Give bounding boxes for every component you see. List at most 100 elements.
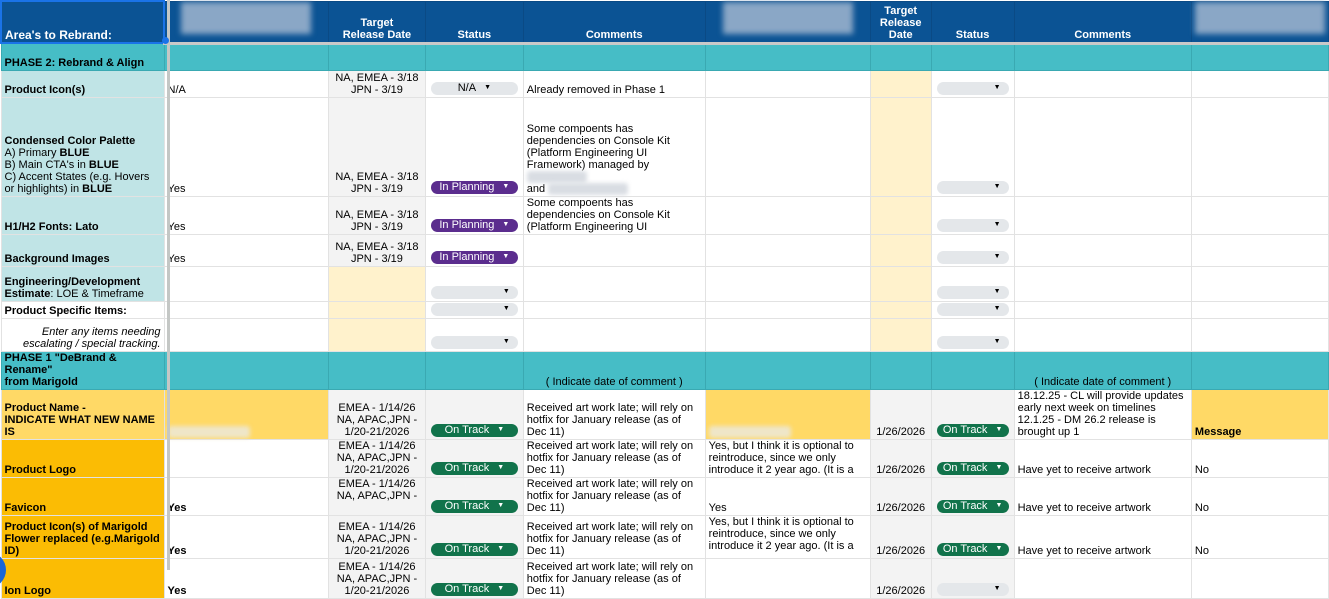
- cell-target-date[interactable]: EMEA - 1/14/26 NA, APAC,JPN - 1/20-21/20…: [327, 438, 426, 478]
- cell-extra[interactable]: [1190, 557, 1329, 599]
- cell-area[interactable]: Engineering/Development Estimate: LOE & …: [0, 265, 165, 302]
- cell-status-2[interactable]: On Track ▼: [930, 438, 1015, 478]
- cell-comments-2[interactable]: [1013, 557, 1192, 599]
- header-area[interactable]: Area's to Rebrand:: [0, 0, 166, 44]
- cell-comments[interactable]: [522, 265, 706, 302]
- cell-comments-2[interactable]: [1013, 195, 1192, 235]
- cell-status-2[interactable]: ▼: [930, 317, 1015, 352]
- cell-comments[interactable]: [522, 317, 706, 352]
- cell-target-date[interactable]: [327, 300, 426, 319]
- cell-status[interactable]: On Track ▼: [424, 388, 524, 440]
- status-dropdown[interactable]: On Track ▼: [936, 423, 1009, 437]
- cell-area[interactable]: PHASE 1 "DeBrand & Rename" from Marigold: [0, 350, 165, 390]
- status-dropdown[interactable]: On Track ▼: [430, 423, 518, 437]
- cell-status-2[interactable]: On Track ▼: [930, 388, 1015, 440]
- cell-owner[interactable]: [163, 350, 329, 390]
- status-dropdown[interactable]: On Track ▼: [430, 461, 518, 475]
- cell-comments-2[interactable]: Have yet to receive artwork: [1013, 438, 1192, 478]
- cell-status-2[interactable]: ▼: [930, 69, 1015, 98]
- cell-area[interactable]: Favicon: [0, 476, 165, 516]
- cell-owner-2[interactable]: [704, 69, 871, 98]
- cell-area[interactable]: H1/H2 Fonts: Lato: [0, 195, 165, 235]
- status-dropdown[interactable]: ▼: [430, 302, 518, 316]
- cell-comments[interactable]: Some compoents has dependencies on Conso…: [522, 96, 706, 197]
- cell-extra[interactable]: No: [1190, 438, 1329, 478]
- status-dropdown[interactable]: ▼: [430, 285, 518, 299]
- status-dropdown[interactable]: ▼: [430, 335, 518, 349]
- status-dropdown[interactable]: ▼: [936, 285, 1009, 299]
- cell-extra[interactable]: [1190, 265, 1329, 302]
- cell-owner[interactable]: [163, 265, 329, 302]
- cell-extra[interactable]: [1190, 195, 1329, 235]
- cell-target-date-2[interactable]: [869, 195, 932, 235]
- status-dropdown[interactable]: ▼: [936, 180, 1009, 194]
- cell-comments-2[interactable]: [1013, 42, 1192, 71]
- header-target-date[interactable]: Target Release Date: [327, 0, 426, 45]
- cell-extra[interactable]: [1190, 300, 1329, 319]
- status-dropdown[interactable]: In Planning ▼: [430, 218, 518, 232]
- cell-comments-2[interactable]: ( Indicate date of comment ): [1013, 350, 1192, 390]
- header-owner[interactable]: [163, 0, 329, 45]
- cell-area[interactable]: Product Icon(s): [0, 69, 165, 98]
- header-status[interactable]: Status: [424, 0, 524, 45]
- cell-owner[interactable]: Yes: [163, 233, 329, 267]
- cell-owner-2[interactable]: [704, 42, 871, 71]
- status-dropdown[interactable]: N/A ▼: [430, 81, 518, 95]
- cell-extra[interactable]: [1190, 69, 1329, 98]
- status-dropdown[interactable]: ▼: [936, 335, 1009, 349]
- cell-status-2[interactable]: ▼: [930, 195, 1015, 235]
- cell-area[interactable]: Background Images: [0, 233, 165, 267]
- cell-target-date[interactable]: EMEA - 1/14/26 NA, APAC,JPN - 1/20-21/20…: [327, 557, 426, 599]
- cell-target-date-2[interactable]: [869, 42, 932, 71]
- cell-owner-2[interactable]: Yes: [704, 476, 871, 516]
- cell-comments-2[interactable]: Have yet to receive artwork: [1013, 476, 1192, 516]
- cell-target-date[interactable]: NA, EMEA - 3/18 JPN - 3/19: [327, 233, 426, 267]
- status-dropdown[interactable]: On Track ▼: [430, 542, 518, 556]
- cell-owner[interactable]: [163, 300, 329, 319]
- cell-status[interactable]: On Track ▼: [424, 438, 524, 478]
- cell-owner[interactable]: Yes: [163, 557, 329, 599]
- cell-owner-2[interactable]: Yes, but I think it is optional to reint…: [704, 438, 871, 478]
- cell-comments-2[interactable]: [1013, 265, 1192, 302]
- cell-status-2[interactable]: ▼: [930, 557, 1015, 599]
- cell-owner-2[interactable]: [704, 195, 871, 235]
- cell-comments[interactable]: ( Indicate date of comment ): [522, 350, 706, 390]
- status-dropdown[interactable]: ▼: [936, 302, 1009, 316]
- cell-owner[interactable]: [163, 42, 329, 71]
- cell-status-2[interactable]: ▼: [930, 96, 1015, 197]
- status-dropdown[interactable]: On Track ▼: [430, 499, 518, 513]
- cell-extra[interactable]: [1190, 233, 1329, 267]
- cell-owner-2[interactable]: [704, 265, 871, 302]
- cell-status[interactable]: ▼: [424, 300, 524, 319]
- cell-owner-2[interactable]: [704, 317, 871, 352]
- status-dropdown[interactable]: On Track ▼: [430, 582, 518, 596]
- cell-target-date-2[interactable]: 1/26/2026: [869, 514, 932, 559]
- cell-target-date[interactable]: [327, 317, 426, 352]
- status-dropdown[interactable]: On Track ▼: [936, 499, 1009, 513]
- cell-status[interactable]: On Track ▼: [424, 514, 524, 559]
- cell-area[interactable]: Ion Logo: [0, 557, 165, 599]
- cell-comments[interactable]: [522, 300, 706, 319]
- status-dropdown[interactable]: On Track ▼: [936, 542, 1009, 556]
- cell-extra[interactable]: No: [1190, 514, 1329, 559]
- cell-target-date-2[interactable]: [869, 233, 932, 267]
- cell-owner[interactable]: Yes: [163, 96, 329, 197]
- cell-owner[interactable]: [163, 317, 329, 352]
- header-status-2[interactable]: Status: [930, 0, 1015, 45]
- cell-status[interactable]: [424, 42, 524, 71]
- cell-owner[interactable]: N/A: [163, 69, 329, 98]
- cell-target-date-2[interactable]: 1/26/2026: [869, 557, 932, 599]
- cell-extra[interactable]: [1190, 317, 1329, 352]
- cell-area[interactable]: Enter any items needing escalating / spe…: [0, 317, 165, 352]
- cell-target-date[interactable]: [327, 350, 426, 390]
- cell-status[interactable]: In Planning ▼: [424, 233, 524, 267]
- cell-area[interactable]: Condensed Color Palette A) Primary BLUE …: [0, 96, 165, 197]
- header-owner-2[interactable]: [704, 0, 871, 45]
- status-dropdown[interactable]: ▼: [936, 218, 1009, 232]
- cell-status[interactable]: ▼: [424, 317, 524, 352]
- cell-status-2[interactable]: [930, 350, 1015, 390]
- cell-target-date-2[interactable]: [869, 350, 932, 390]
- cell-owner[interactable]: Yes: [163, 514, 329, 559]
- header-comments[interactable]: Comments: [522, 0, 706, 45]
- cell-owner-2[interactable]: [704, 350, 871, 390]
